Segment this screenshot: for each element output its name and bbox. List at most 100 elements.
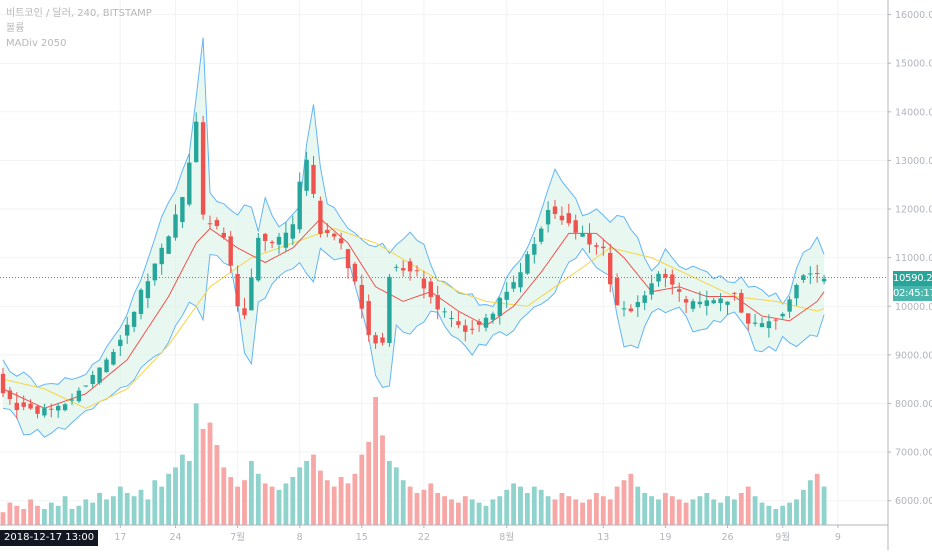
time-tick-label: 17 <box>114 532 126 543</box>
volume-bar <box>311 454 316 525</box>
volume-bar <box>483 505 489 525</box>
candle-body <box>359 284 364 309</box>
time-axis-ticks: 17 24 7월 8 15 22 8월 13 19 26 9월 9 <box>114 525 841 543</box>
volume-bar <box>283 483 289 525</box>
candle-body <box>304 159 309 191</box>
volume-bar <box>90 502 96 525</box>
volume-bars <box>0 397 827 525</box>
volume-bar <box>476 502 482 525</box>
volume-bar <box>324 480 330 525</box>
candle-body <box>366 301 371 335</box>
candle-body <box>421 278 427 289</box>
volume-bar <box>28 499 33 525</box>
candle-body <box>173 214 178 238</box>
volume-bar <box>814 473 820 525</box>
candle-body <box>801 275 806 281</box>
candle-body <box>718 298 723 304</box>
volume-bar <box>628 473 634 525</box>
candle-body <box>111 351 116 365</box>
volume-bar <box>738 493 744 525</box>
price-tick-label: 7000.00 <box>895 448 932 459</box>
time-tick-label: 8월 <box>499 531 514 543</box>
candle-body <box>387 276 392 343</box>
candle-body <box>539 228 544 242</box>
legend-symbol[interactable]: 비트코인 / 달러, 240, BITSTAMP <box>6 8 152 19</box>
volume-bar <box>407 486 413 525</box>
candle-body <box>490 313 496 320</box>
volume-bar <box>152 480 158 525</box>
candle-body <box>428 281 433 297</box>
candle-body <box>463 325 468 332</box>
volume-bar <box>456 502 461 525</box>
candle-body <box>97 367 102 383</box>
volume-bar <box>421 489 427 525</box>
volume-bar <box>269 486 275 525</box>
volume-bar <box>780 505 786 525</box>
candle-body <box>739 292 744 313</box>
candle-body <box>345 249 351 269</box>
volume-bar <box>380 435 385 525</box>
candle-body <box>690 301 696 309</box>
candle-body <box>559 215 565 221</box>
candle-body <box>656 273 661 282</box>
candle-body <box>180 197 185 223</box>
volume-bar <box>55 505 61 525</box>
price-tick-label: 16000.00 <box>895 10 932 21</box>
candle-body <box>311 164 316 194</box>
volume-bar <box>725 496 730 525</box>
candle-body <box>56 405 61 411</box>
candle-body <box>815 273 820 275</box>
candle-body <box>249 277 254 311</box>
volume-bar <box>138 489 144 525</box>
candle-body <box>573 220 578 233</box>
volume-bar <box>366 441 372 525</box>
legend-volume[interactable]: 볼륨 <box>6 23 25 34</box>
volume-bar <box>359 454 365 525</box>
volume-bar <box>318 470 323 525</box>
candle-body <box>504 291 509 300</box>
volume-bar <box>345 483 351 525</box>
volume-bar <box>173 467 178 525</box>
candle-body <box>677 289 682 292</box>
candle-body <box>587 233 592 245</box>
candle-body <box>621 308 627 310</box>
grid-lines <box>0 0 888 525</box>
volume-bar <box>462 496 468 525</box>
volume-bar <box>552 499 558 525</box>
volume-bar <box>621 480 627 525</box>
volume-bar <box>573 499 579 525</box>
volume-bar <box>304 461 309 525</box>
candle-body <box>83 385 88 387</box>
candle-body <box>90 374 95 385</box>
volume-bar <box>145 499 151 525</box>
bar-countdown-label: 02:45:17 <box>893 285 932 301</box>
candle-body <box>214 220 220 227</box>
candle-body <box>580 233 585 237</box>
legend-indicator[interactable]: MADiv 2050 <box>6 38 67 49</box>
volume-bar <box>228 477 234 525</box>
volume-bar <box>0 512 6 525</box>
price-tick-label: 11000.00 <box>895 253 932 264</box>
volume-bar <box>83 499 89 525</box>
candle-body <box>808 273 813 275</box>
candle-body <box>407 261 413 272</box>
volume-bar <box>642 493 648 525</box>
candle-body <box>145 281 151 299</box>
price-tick-label: 10000.00 <box>895 302 932 313</box>
candle-body <box>780 313 785 317</box>
candles <box>0 112 827 419</box>
last-price-label: 10590.27 <box>893 270 932 286</box>
volume-bar <box>297 467 303 525</box>
volume-bar <box>656 499 661 525</box>
candle-body <box>256 237 261 281</box>
volume-bar <box>469 499 475 525</box>
candle-body <box>497 297 502 316</box>
candle-body <box>380 337 385 343</box>
volume-bar <box>393 467 399 525</box>
candle-body <box>194 121 199 162</box>
candle-body <box>221 232 226 238</box>
volume-bar <box>711 499 717 525</box>
volume-bar <box>594 493 599 525</box>
